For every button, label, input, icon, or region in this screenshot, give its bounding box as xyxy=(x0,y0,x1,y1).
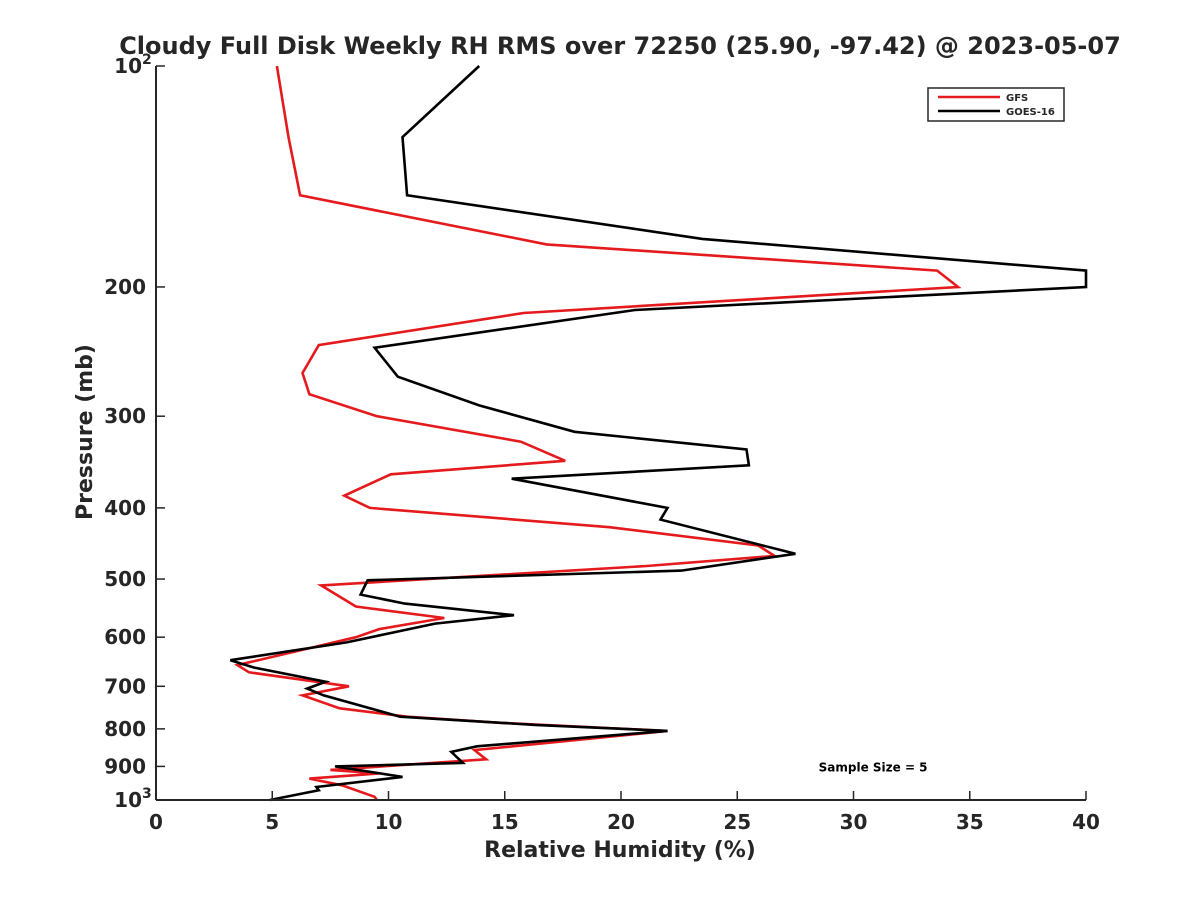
x-tick-label: 40 xyxy=(1072,810,1100,834)
y-tick-label: 600 xyxy=(104,625,146,649)
legend: GFS GOES-16 xyxy=(927,87,1065,122)
y-tick-label: 300 xyxy=(104,404,146,428)
chart-title: Cloudy Full Disk Weekly RH RMS over 7225… xyxy=(119,32,1121,60)
y-tick-exponent: 2 xyxy=(142,52,152,68)
series-line-gfs xyxy=(234,65,962,801)
y-tick-label: 800 xyxy=(104,717,146,741)
y-tick-label: 500 xyxy=(104,567,146,591)
y-tick-label: 900 xyxy=(104,754,146,778)
y-axis-label: Pressure (mb) xyxy=(73,344,98,520)
x-tick-label: 25 xyxy=(723,810,751,834)
x-tick-label: 30 xyxy=(840,810,868,834)
x-tick-label: 35 xyxy=(956,810,984,834)
x-tick-label: 20 xyxy=(607,810,635,834)
series-line-goes-16 xyxy=(230,65,1088,802)
y-tick-label: 400 xyxy=(104,496,146,520)
y-tick-label: 200 xyxy=(104,275,146,299)
x-tick-label: 5 xyxy=(265,810,279,834)
y-tick-exponent: 3 xyxy=(142,786,152,802)
annotation-layer: Sample Size = 5 xyxy=(819,760,928,774)
x-tick-label: 0 xyxy=(149,810,163,834)
y-tick-label: 700 xyxy=(104,674,146,698)
y-tick-label: 10 xyxy=(114,788,142,812)
legend-label: GOES-16 xyxy=(1006,107,1055,118)
x-axis-label: Relative Humidity (%) xyxy=(484,838,756,863)
sample-size-annotation: Sample Size = 5 xyxy=(819,760,928,774)
series-layer xyxy=(230,65,1088,802)
y-tick-label: 10 xyxy=(114,54,142,78)
legend-label: GFS xyxy=(1006,93,1028,104)
x-tick-label: 10 xyxy=(375,810,403,834)
legend-box xyxy=(927,87,1065,122)
x-tick-label: 15 xyxy=(491,810,519,834)
